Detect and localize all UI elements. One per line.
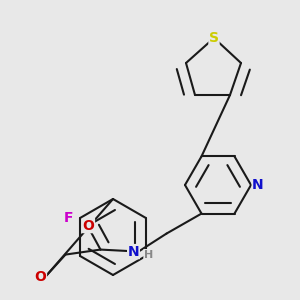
Text: N: N	[252, 178, 264, 192]
Text: F: F	[63, 211, 73, 225]
Text: O: O	[34, 270, 46, 283]
Text: O: O	[82, 219, 94, 232]
Text: S: S	[209, 31, 219, 45]
Text: H: H	[144, 250, 153, 260]
Text: N: N	[128, 244, 139, 259]
